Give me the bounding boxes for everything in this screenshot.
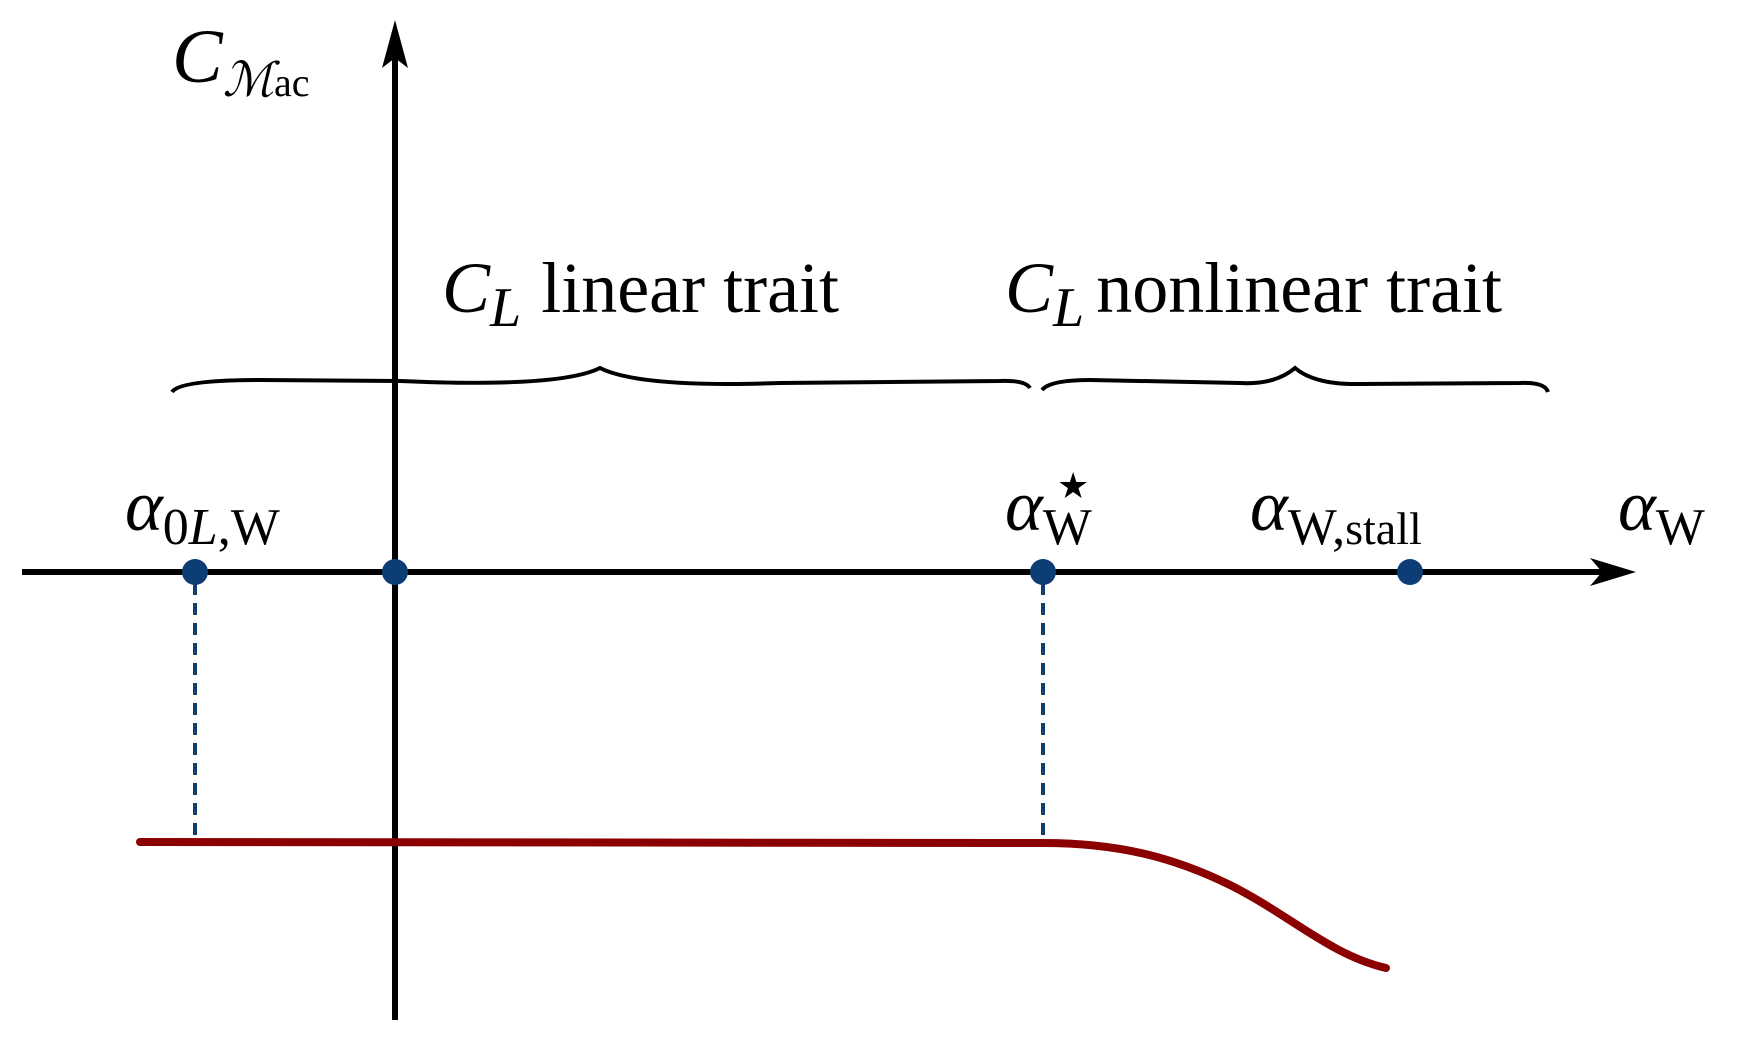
alpha-zero-lift-alpha: α (125, 466, 164, 546)
nonlinear-L: L (1052, 277, 1084, 339)
alpha-star-sub: W (1043, 499, 1092, 556)
brace-linear (170, 365, 1032, 394)
nonlinear-trait-label: CL nonlinear trait (1005, 248, 1502, 339)
point-alpha-stall (1397, 559, 1423, 585)
alpha-stall-alpha: α (1250, 466, 1289, 546)
point-alpha-star (1030, 559, 1056, 585)
nonlinear-text: nonlinear trait (1096, 248, 1502, 328)
y-axis-arrowhead (382, 20, 408, 68)
label-alpha-zero-lift: α0L,W (125, 466, 280, 556)
y-axis-M: ℳ (223, 54, 281, 107)
label-alpha-stall: αW,stall (1250, 466, 1422, 556)
linear-L: L (489, 277, 521, 339)
x-axis-sub: W (1656, 499, 1705, 556)
alpha-zero-lift-rest: ,W (218, 499, 280, 556)
alpha-zero-lift-L: L (188, 499, 218, 556)
alpha-stall-small: stall (1345, 503, 1422, 554)
alpha-zero-lift-0: 0 (163, 499, 189, 556)
point-origin (382, 559, 408, 585)
linear-C: C (442, 248, 491, 328)
x-axis-label: αW (1618, 466, 1705, 556)
x-axis-alpha: α (1618, 466, 1657, 546)
brace-nonlinear (1040, 365, 1550, 393)
point-zero-lift (182, 559, 208, 585)
nonlinear-C: C (1005, 248, 1054, 328)
alpha-stall-sub: W, (1288, 499, 1345, 556)
y-axis-C: C (172, 15, 224, 99)
alpha-star-superscript: ★ (1057, 466, 1089, 506)
linear-trait-label: CL linear trait (442, 248, 839, 339)
label-alpha-star: αW (1005, 466, 1092, 556)
alpha-star-alpha: α (1005, 466, 1044, 546)
linear-text: linear trait (541, 248, 839, 328)
moment-coefficient-curve (136, 838, 1390, 972)
y-axis-label: Cℳac (172, 15, 310, 107)
x-axis-arrowhead (1590, 558, 1636, 586)
y-axis-ac: ac (274, 60, 310, 105)
